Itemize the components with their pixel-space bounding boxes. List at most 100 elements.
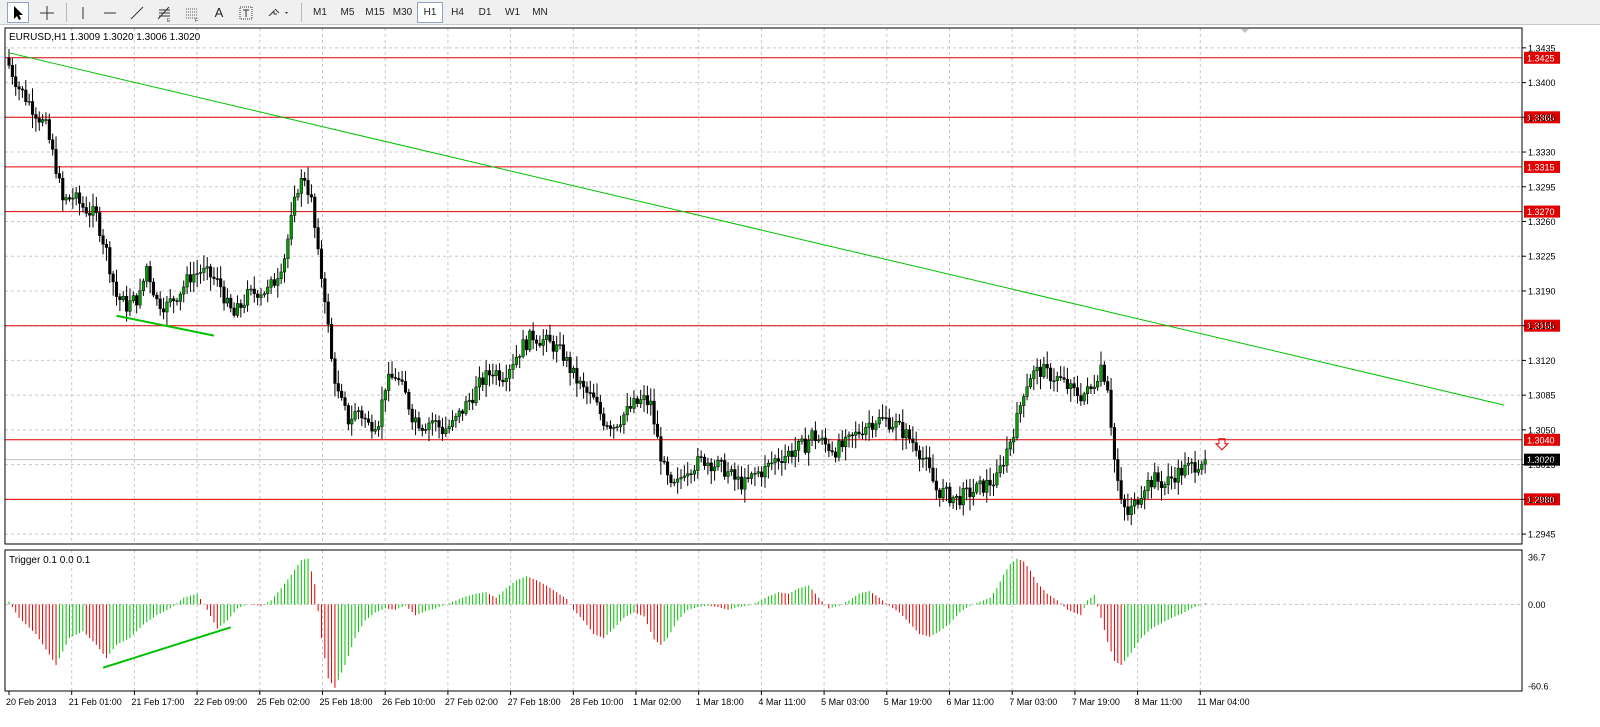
candle-down (870, 422, 875, 430)
candle-up (1139, 497, 1143, 505)
text-label-icon[interactable] (235, 2, 257, 23)
indicator-divergence-line[interactable] (102, 626, 232, 669)
candle-up (786, 450, 791, 457)
candle-down (709, 462, 713, 472)
candle-up (518, 356, 522, 358)
candle-down (1065, 378, 1069, 389)
y-tick-label: 1.3085 (1528, 391, 1556, 401)
candle-down (101, 235, 105, 245)
timeframe-m5[interactable]: M5 (340, 7, 355, 18)
candle-down (1049, 367, 1053, 382)
candle-up (474, 386, 478, 404)
candle-up (427, 422, 431, 430)
candle-up (1190, 462, 1194, 464)
shift-marker-icon[interactable] (1241, 29, 1249, 33)
candle-up (1146, 479, 1150, 491)
candle-up (1183, 464, 1187, 476)
fibonacci-icon[interactable]: E (153, 2, 175, 23)
candle-down (1075, 387, 1080, 396)
candle-down (403, 381, 408, 393)
timeframe-w1[interactable]: W1 (505, 7, 520, 18)
x-tick-label: 6 Mar 11:00 (947, 697, 994, 707)
x-tick-label: 25 Feb 18:00 (320, 697, 373, 707)
timeframe-m15[interactable]: M15 (365, 7, 385, 18)
candle-up (424, 429, 428, 431)
candle-down (907, 429, 912, 440)
candle-down (575, 367, 579, 384)
candle-up (1096, 381, 1100, 388)
candle-down (30, 101, 35, 115)
candle-up (965, 487, 969, 490)
candle-down (17, 86, 21, 90)
axes: 1.34351.34001.33651.33301.32951.32601.32… (6, 43, 1556, 707)
candle-up (249, 288, 253, 291)
candle-up (1086, 386, 1090, 395)
candle-up (27, 101, 31, 103)
candle-up (713, 466, 717, 472)
level-price-label: 1.3365 (1527, 113, 1555, 123)
timeframe-d1[interactable]: D1 (478, 7, 492, 18)
sell-arrow-icon[interactable] (1214, 438, 1230, 451)
indicator-tick-label: -60.6 (1528, 682, 1549, 692)
price-divergence-line[interactable] (116, 314, 215, 337)
candle-down (272, 279, 276, 286)
candle-down (135, 295, 139, 306)
timeframe-mn[interactable]: MN (532, 7, 548, 18)
candle-up (975, 483, 979, 493)
candle-up (289, 215, 293, 240)
candle-down (239, 303, 243, 308)
candle-down (585, 386, 589, 393)
candle-up (1028, 378, 1032, 388)
timeframe-m30[interactable]: M30 (392, 7, 413, 18)
level-price-box (1524, 493, 1560, 506)
candle-down (501, 379, 505, 383)
candle-down (666, 461, 670, 476)
candle-up (1069, 383, 1073, 389)
x-tick-label: 28 Feb 10:00 (570, 697, 623, 707)
candle-down (155, 294, 159, 300)
candle-up (145, 266, 149, 282)
candle-down (780, 461, 784, 463)
candle-up (182, 286, 186, 295)
candle-down (94, 206, 98, 213)
horizontal-line-icon[interactable] (99, 2, 121, 23)
candle-down (659, 436, 663, 462)
text-icon[interactable]: A (214, 5, 224, 20)
trendlines[interactable] (8, 52, 1505, 669)
chart-window[interactable]: 1.3425 1.3365 1.3315 1.3270 1.3155 1.3040 1.29… (0, 25, 1600, 727)
timeframe-h4[interactable]: H4 (451, 7, 464, 18)
current-price-box (1524, 453, 1560, 466)
horizontal-levels[interactable]: 1.3425 1.3365 1.3315 1.3270 1.3155 1.3040 1.29… (5, 51, 1560, 506)
y-tick-label: 1.3120 (1528, 356, 1556, 366)
level-price-box (1524, 433, 1560, 446)
trendline[interactable] (8, 52, 1505, 406)
x-tick-label: 7 Mar 03:00 (1009, 697, 1057, 707)
candle-up (128, 300, 132, 312)
candle-up (528, 330, 532, 351)
cursor-icon[interactable] (7, 2, 29, 23)
trendline-icon[interactable] (126, 2, 148, 23)
crosshair-icon[interactable] (36, 2, 58, 23)
candle-down (860, 433, 864, 436)
candle-down (719, 460, 723, 462)
candle-down (813, 430, 817, 441)
current-price-label: 1.3020 (1527, 455, 1555, 465)
candle-up (1042, 364, 1046, 377)
arrows-menu-icon[interactable] (264, 2, 294, 23)
indicator-tick-label: 0.00 (1528, 600, 1546, 610)
vertical-line-icon[interactable] (72, 2, 94, 23)
x-tick-label: 4 Mar 11:00 (758, 697, 805, 707)
candle-down (531, 330, 535, 341)
candle-down (313, 196, 317, 228)
candle-down (323, 278, 327, 303)
fibonacci-fan-icon[interactable]: F (181, 2, 203, 23)
timeframe-m1[interactable]: M1 (313, 7, 327, 18)
candle-down (551, 341, 555, 352)
candle-up (847, 434, 851, 438)
candle-up (615, 426, 619, 428)
candle-down (1079, 395, 1083, 402)
candle-down (326, 301, 330, 325)
candle-up (1133, 499, 1137, 507)
timeframe-h1[interactable]: H1 (417, 2, 443, 23)
candle-down (830, 450, 834, 453)
